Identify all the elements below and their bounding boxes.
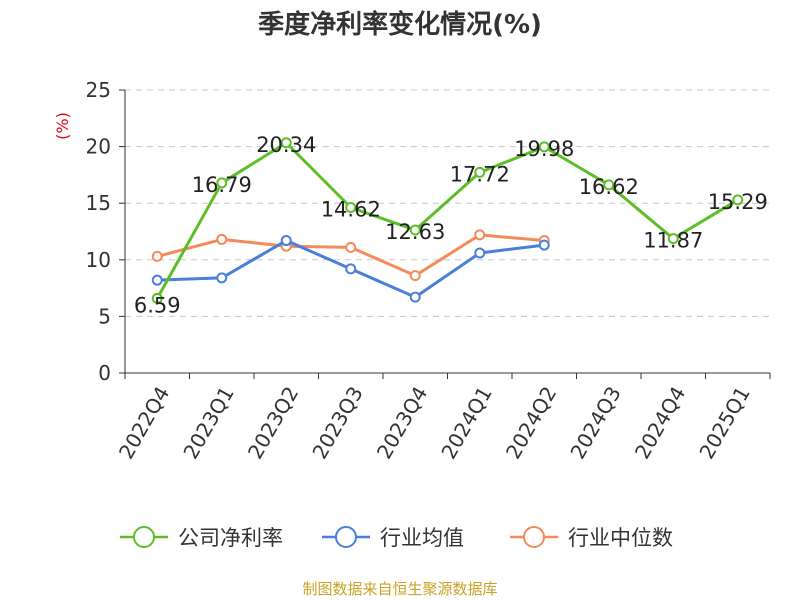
- data-point: [667, 233, 679, 245]
- data-label: 12.63: [385, 220, 445, 244]
- y-axis-unit-label: (%): [53, 112, 72, 140]
- data-point: [474, 247, 486, 259]
- data-point: [345, 263, 357, 275]
- data-label: 15.29: [708, 190, 768, 214]
- x-tick-label: 2022Q4: [114, 382, 174, 463]
- legend-marker: [335, 526, 357, 548]
- legend-label[interactable]: 行业中位数: [568, 526, 673, 550]
- x-tick-label: 2024Q3: [565, 382, 625, 463]
- legend-marker: [523, 526, 545, 548]
- data-point: [345, 202, 357, 214]
- legend-marker: [133, 526, 155, 548]
- data-point: [216, 272, 228, 284]
- x-tick-label: 2023Q3: [307, 382, 367, 463]
- x-tick-label: 2024Q1: [436, 382, 496, 463]
- x-tick-label: 2025Q1: [694, 382, 754, 463]
- data-point: [538, 239, 550, 251]
- data-point: [151, 274, 163, 286]
- data-label: 11.87: [643, 229, 703, 253]
- data-point: [345, 241, 357, 253]
- data-point: [151, 292, 163, 304]
- data-point: [409, 291, 421, 303]
- data-point: [474, 229, 486, 241]
- legend-label[interactable]: 行业均值: [380, 526, 464, 550]
- y-tick-label: 0: [98, 361, 111, 385]
- data-point: [538, 141, 550, 153]
- chart-title: 季度净利率变化情况(%): [258, 10, 542, 40]
- data-point: [603, 179, 615, 191]
- data-point: [280, 235, 292, 247]
- axes: 0 5 10 15 20 25 2022Q4 2023Q1 2023Q2 2023Q3 2023Q4…: [86, 78, 771, 463]
- data-point: [216, 177, 228, 189]
- source-note: 制图数据来自恒生聚源数据库: [302, 580, 498, 598]
- data-label: 20.34: [256, 133, 316, 157]
- y-tick-label: 20: [86, 135, 111, 159]
- x-tick-label: 2023Q4: [372, 382, 432, 463]
- data-point: [151, 250, 163, 262]
- x-tick-label: 2024Q2: [501, 382, 561, 463]
- data-point: [474, 166, 486, 178]
- legend-label[interactable]: 公司净利率: [178, 526, 283, 550]
- data-point: [732, 194, 744, 206]
- series-layer: [151, 137, 744, 304]
- data-point: [216, 233, 228, 245]
- x-tick-label: 2023Q2: [243, 382, 303, 463]
- data-label: 16.62: [579, 175, 639, 199]
- y-tick-label: 25: [86, 78, 111, 102]
- data-label: 6.59: [134, 293, 181, 317]
- x-tick-label: 2024Q4: [630, 382, 690, 463]
- series-line: [155, 141, 739, 300]
- y-tick-label: 15: [86, 191, 111, 215]
- legend: 公司净利率 行业均值 行业中位数: [120, 526, 673, 550]
- data-point: [280, 137, 292, 149]
- data-label: 16.79: [192, 173, 252, 197]
- data-label: 14.62: [321, 198, 381, 222]
- data-point: [409, 270, 421, 282]
- data-label: 17.72: [450, 162, 510, 186]
- y-tick-label: 10: [86, 248, 111, 272]
- x-tick-label: 2023Q1: [178, 382, 238, 463]
- data-label: 19.98: [514, 137, 574, 161]
- y-tick-label: 5: [98, 304, 111, 328]
- data-point: [409, 224, 421, 236]
